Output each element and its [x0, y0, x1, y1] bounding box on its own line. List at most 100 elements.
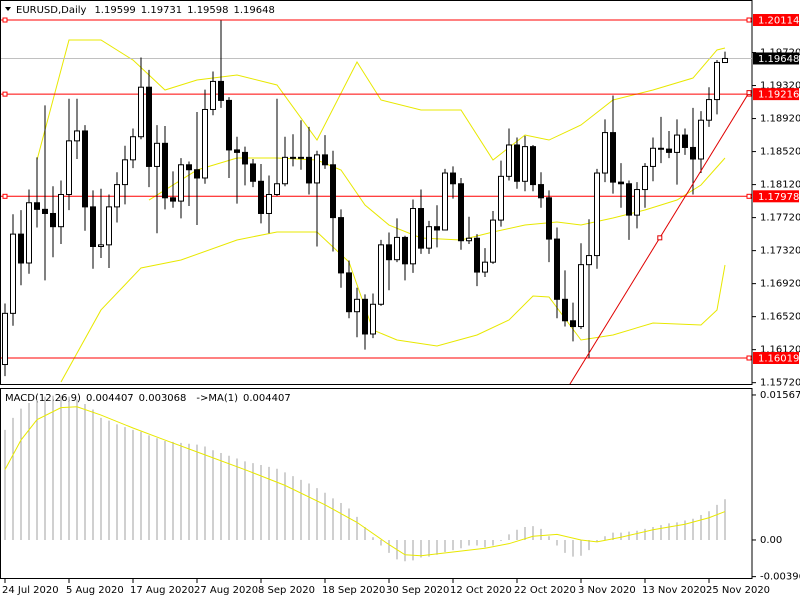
candle-body	[706, 99, 712, 121]
level-anchor	[2, 193, 8, 199]
level-anchor	[2, 91, 8, 97]
header-value: 1.19731	[141, 5, 182, 16]
y-tick-label: 1.18520	[760, 147, 800, 158]
candle-body	[410, 208, 416, 265]
level-label: 1.20114	[758, 16, 799, 27]
candle-body	[354, 298, 360, 313]
candle-body	[530, 146, 536, 186]
candle-body	[442, 172, 448, 231]
x-tick-label: 13 Nov 2020	[642, 585, 706, 596]
candle-body	[506, 144, 512, 177]
x-tick-label: 12 Oct 2020	[450, 585, 512, 596]
candle-body	[634, 189, 640, 216]
header-value: 0.003068	[139, 393, 187, 404]
candle-body	[290, 156, 296, 159]
candle-body	[170, 197, 176, 202]
candle-body	[330, 164, 336, 219]
y-tick-label: 1.15720	[760, 378, 800, 389]
candle-body	[226, 99, 232, 151]
candle-body	[106, 206, 112, 246]
y-tick-label: 1.18120	[760, 180, 800, 191]
trendline-anchor	[746, 90, 752, 96]
price-label: 1.19648	[758, 54, 799, 65]
candle-body	[418, 208, 424, 249]
candle-body	[338, 217, 344, 274]
candle-body	[658, 147, 664, 150]
candle-body	[690, 146, 696, 160]
candle-body	[586, 255, 592, 266]
y-tick-label: 1.17320	[760, 246, 800, 257]
candle-body	[306, 156, 312, 184]
x-tick-label: 17 Aug 2020	[130, 585, 194, 596]
candle-body	[650, 147, 656, 167]
x-tick-label: 5 Aug 2020	[66, 585, 124, 596]
level-anchor	[746, 193, 752, 199]
candle-body	[514, 144, 520, 182]
candle-body	[522, 146, 528, 182]
candle-body	[538, 184, 544, 199]
x-tick-label: 30 Sep 2020	[386, 585, 449, 596]
candle-body	[234, 149, 240, 153]
header-value: 1.19648	[234, 5, 275, 16]
level-label: 1.17978	[758, 192, 799, 203]
candle-body	[674, 134, 680, 153]
y-tick-label: 0.015673	[760, 390, 800, 401]
candle-body	[722, 57, 728, 64]
candle-body	[154, 142, 160, 167]
candle-body	[322, 154, 328, 166]
candle-body	[314, 154, 320, 184]
y-tick-label: 1.18920	[760, 114, 800, 125]
level-label: 1.16019	[758, 354, 799, 365]
header-value: 0.004407	[86, 393, 134, 404]
candle-body	[458, 183, 464, 242]
candle-body	[26, 202, 32, 264]
x-tick-label: 8 Sep 2020	[258, 585, 315, 596]
bollinger-band	[60, 231, 726, 383]
candle-body	[602, 132, 608, 174]
candle-body	[426, 226, 432, 249]
candle-body	[42, 208, 48, 214]
candle-body	[82, 130, 88, 208]
x-tick-label: 18 Sep 2020	[322, 585, 385, 596]
candle-body	[18, 233, 24, 264]
level-label-bg	[753, 88, 799, 101]
candle-body	[58, 193, 64, 228]
y-tick-label: 1.16520	[760, 312, 800, 323]
header-value: 1.19599	[94, 5, 135, 16]
candle-body	[202, 108, 208, 179]
candle-body	[482, 261, 488, 273]
candle-body	[474, 237, 480, 273]
candle-body	[402, 236, 408, 265]
candle-body	[394, 236, 400, 261]
candle-body	[450, 172, 456, 185]
candle-body	[714, 61, 720, 101]
candle-body	[34, 202, 40, 210]
candle-body	[626, 183, 632, 216]
candle-body	[378, 244, 384, 305]
y-tick-label: 0.00	[760, 535, 782, 546]
candle-body	[98, 244, 104, 247]
candle-body	[346, 272, 352, 313]
candle-body	[130, 136, 136, 161]
candle-body	[618, 181, 624, 185]
header-value: ->MA(1)	[196, 393, 238, 404]
candle-body	[146, 86, 152, 167]
candle-body	[122, 159, 128, 186]
header-value: 1.19598	[187, 5, 228, 16]
candle-body	[178, 164, 184, 202]
x-tick-label: 3 Nov 2020	[578, 585, 636, 596]
candle-body	[242, 151, 248, 165]
level-label-bg	[753, 352, 799, 365]
candle-body	[682, 134, 688, 148]
candle-body	[266, 193, 272, 214]
macd-header: MACD(12,26,9) 0.004407 0.003068 ->MA(1) 0.00…	[5, 393, 291, 404]
x-tick-label: 24 Jul 2020	[2, 585, 59, 596]
header-value: 0.004407	[243, 393, 291, 404]
candle-body	[386, 244, 392, 261]
candle-body	[66, 140, 72, 195]
candle-body	[594, 172, 600, 257]
candle-body	[274, 183, 280, 195]
candle-body	[362, 298, 368, 335]
